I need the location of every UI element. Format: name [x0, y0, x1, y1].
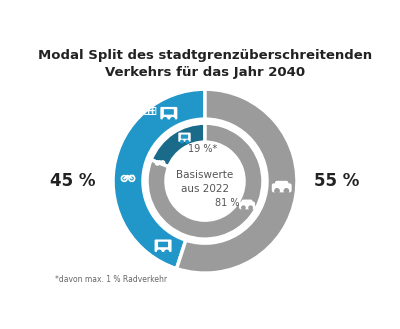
Text: 19 %*: 19 %*	[188, 144, 217, 154]
FancyBboxPatch shape	[158, 242, 168, 247]
Circle shape	[163, 118, 167, 121]
Wedge shape	[176, 89, 297, 273]
Text: ⊞: ⊞	[143, 104, 155, 118]
Circle shape	[158, 250, 161, 254]
Circle shape	[275, 189, 279, 193]
FancyBboxPatch shape	[181, 135, 188, 139]
Circle shape	[166, 142, 244, 220]
Circle shape	[171, 118, 174, 121]
Text: ⊞: ⊞	[147, 105, 157, 118]
Circle shape	[249, 206, 252, 209]
Wedge shape	[151, 123, 205, 167]
Text: aus 2022: aus 2022	[181, 184, 229, 194]
Circle shape	[165, 250, 169, 254]
Text: Modal Split des stadtgrenzüberschreitenden
Verkehrs für das Jahr 2040: Modal Split des stadtgrenzüberschreitend…	[38, 49, 372, 79]
Text: *davon max. 1 % Radverkehr: *davon max. 1 % Radverkehr	[55, 275, 167, 284]
FancyBboxPatch shape	[178, 133, 191, 142]
Text: 81 %: 81 %	[215, 198, 240, 208]
FancyBboxPatch shape	[160, 107, 177, 119]
Wedge shape	[113, 89, 205, 269]
FancyBboxPatch shape	[242, 200, 252, 206]
FancyBboxPatch shape	[272, 183, 292, 192]
Circle shape	[181, 140, 183, 143]
FancyBboxPatch shape	[164, 109, 174, 115]
Circle shape	[242, 206, 245, 209]
Circle shape	[284, 189, 288, 193]
FancyBboxPatch shape	[275, 181, 288, 189]
FancyBboxPatch shape	[154, 240, 172, 252]
Circle shape	[186, 140, 188, 143]
FancyBboxPatch shape	[239, 201, 255, 209]
Text: 45 %: 45 %	[50, 172, 96, 190]
Wedge shape	[147, 123, 263, 239]
Text: Basiswerte: Basiswerte	[176, 170, 234, 180]
Text: 55 %: 55 %	[314, 172, 360, 190]
